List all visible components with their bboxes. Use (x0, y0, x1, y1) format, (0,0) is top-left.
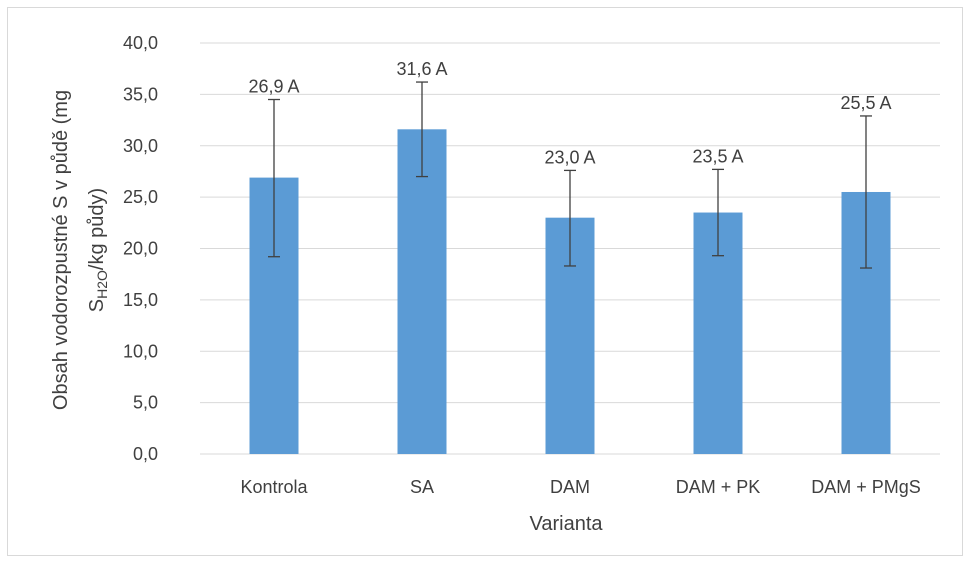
y-tick-label: 35,0 (123, 84, 158, 104)
x-category-label: DAM + PMgS (811, 477, 921, 497)
y-tick-label: 5,0 (133, 393, 158, 413)
data-label: 31,6 A (396, 59, 447, 79)
data-label: 23,5 A (692, 146, 743, 166)
x-category-label: SA (410, 477, 434, 497)
gridlines (200, 42, 940, 455)
y-axis-ticks: 0,0 5,0 10,0 15,0 20,0 25,0 30,0 35,0 40,0 (123, 33, 158, 464)
bar (397, 129, 447, 454)
y-axis-title-s: S (86, 299, 108, 312)
y-tick-label: 25,0 (123, 187, 158, 207)
y-tick-label: 0,0 (133, 444, 158, 464)
y-tick-label: 15,0 (123, 290, 158, 310)
y-axis-title-line2: SH2O/kg půdy) (86, 188, 110, 312)
x-category-label: DAM + PK (676, 477, 761, 497)
error-bars (268, 81, 872, 269)
y-tick-label: 20,0 (123, 239, 158, 259)
y-axis-title-line1: Obsah vodorozpustné S v půdě (mg (50, 90, 72, 410)
data-label: 25,5 A (840, 93, 891, 113)
y-tick-label: 10,0 (123, 341, 158, 361)
data-label: 23,0 A (544, 147, 595, 167)
data-label: 26,9 A (248, 77, 299, 97)
y-tick-label: 40,0 (123, 33, 158, 53)
y-axis-title-rest: /kg půdy) (86, 188, 108, 270)
chart-frame (7, 7, 963, 556)
x-category-label: Kontrola (240, 477, 308, 497)
x-category-label: DAM (550, 477, 590, 497)
y-axis-title-sub: H2O (94, 270, 110, 299)
x-axis-title: Varianta (529, 513, 603, 535)
y-tick-label: 30,0 (123, 136, 158, 156)
x-axis-categories: Kontrola SA DAM DAM + PK DAM + PMgS (240, 477, 920, 497)
data-labels: 26,9 A 31,6 A 23,0 A 23,5 A 25,5 A (248, 59, 891, 167)
